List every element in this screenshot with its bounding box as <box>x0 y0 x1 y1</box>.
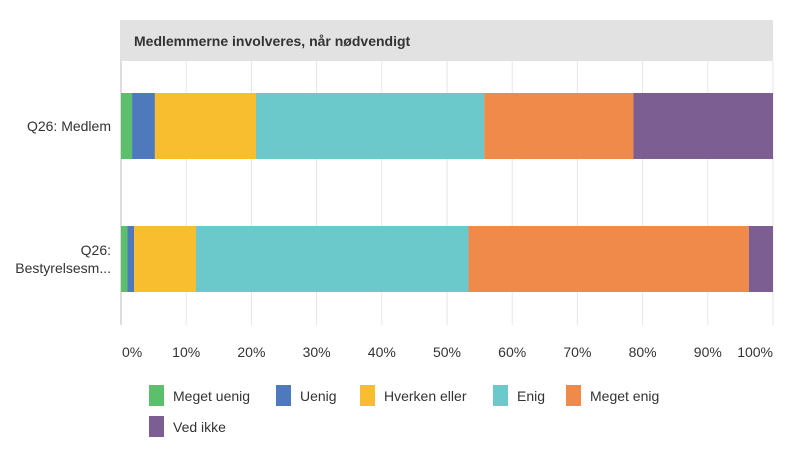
bar-segment <box>127 226 135 292</box>
legend-item: Meget enig <box>566 385 659 406</box>
legend-swatch <box>276 385 291 406</box>
chart-title: Medlemmerne involveres, når nødvendigt <box>134 33 411 49</box>
category-label: Q26: Medlem <box>27 118 111 134</box>
bar-segment <box>121 93 133 159</box>
x-tick-label: 40% <box>368 344 396 360</box>
legend-label: Meget uenig <box>173 388 250 404</box>
x-tick-label: 10% <box>172 344 200 360</box>
x-tick-label: 90% <box>694 344 722 360</box>
legend-swatch <box>493 385 508 406</box>
bar-segment <box>468 226 749 292</box>
legend-label: Uenig <box>300 388 337 404</box>
legend: Meget uenig Uenig Hverken eller Enig Meget e… <box>149 385 659 437</box>
x-tick-label: 30% <box>303 344 331 360</box>
x-tick-label: 20% <box>237 344 265 360</box>
legend-label: Ved ikke <box>173 419 226 435</box>
legend-item: Hverken eller <box>360 385 467 406</box>
bar-segment <box>134 226 196 292</box>
category-label: Q26: Bestyrelsesm... <box>15 242 111 276</box>
x-tick-label: 0% <box>122 344 142 360</box>
title-banner <box>120 20 773 61</box>
bar-segment <box>195 226 469 292</box>
x-tick-label: 100% <box>737 344 773 360</box>
legend-item: Enig <box>493 385 545 406</box>
legend-item: Ved ikke <box>149 416 226 437</box>
legend-swatch <box>149 385 164 406</box>
bar-segment <box>154 93 256 159</box>
legend-item: Meget uenig <box>149 385 250 406</box>
legend-label: Enig <box>517 388 545 404</box>
legend-label: Meget enig <box>590 388 659 404</box>
x-tick-label: 70% <box>563 344 591 360</box>
category-labels: Q26: Medlem Q26: Bestyrelsesm... <box>15 118 111 276</box>
x-tick-label: 60% <box>498 344 526 360</box>
bar-segment <box>484 93 634 159</box>
bar-segment <box>633 93 773 159</box>
bar-segment <box>121 226 128 292</box>
legend-swatch <box>149 416 164 437</box>
x-tick-label: 50% <box>433 344 461 360</box>
x-axis-tick-labels: 0% 10% 20% 30% 40% 50% 60% 70% 80% 90% 100% <box>122 344 773 360</box>
x-tick-label: 80% <box>629 344 657 360</box>
legend-swatch <box>566 385 581 406</box>
legend-item: Uenig <box>276 385 337 406</box>
bar-segment <box>255 93 485 159</box>
bar-segment <box>748 226 773 292</box>
legend-label: Hverken eller <box>384 388 467 404</box>
legend-swatch <box>360 385 375 406</box>
bar-segment <box>132 93 155 159</box>
bars <box>121 93 773 292</box>
